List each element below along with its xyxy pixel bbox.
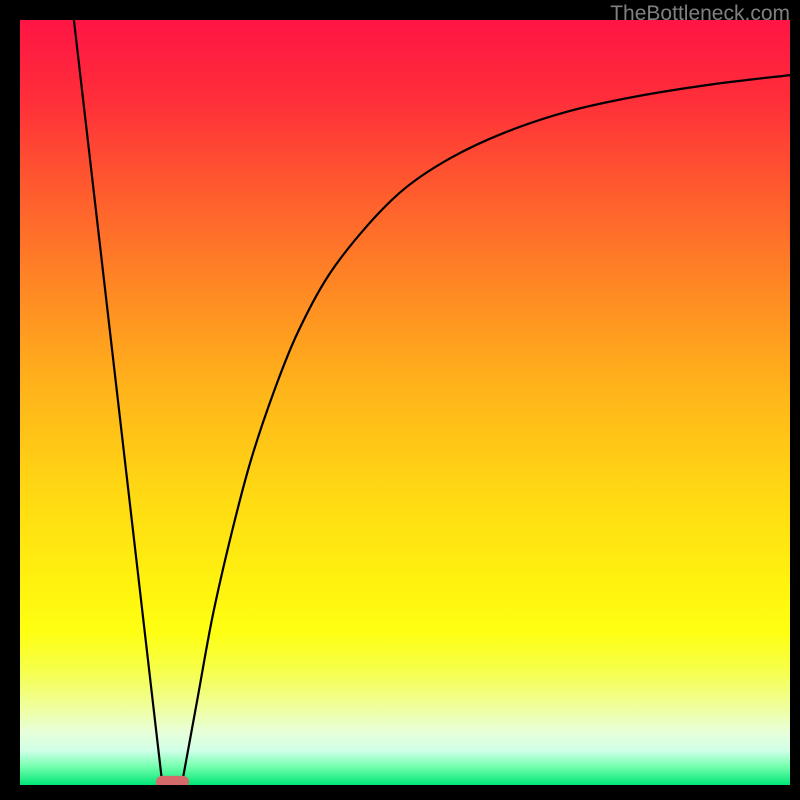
watermark-text: TheBottleneck.com — [610, 2, 790, 26]
chart-container — [0, 0, 800, 800]
bottleneck-marker — [156, 776, 189, 785]
curve-overlay — [20, 20, 790, 785]
plot-area — [20, 20, 790, 785]
